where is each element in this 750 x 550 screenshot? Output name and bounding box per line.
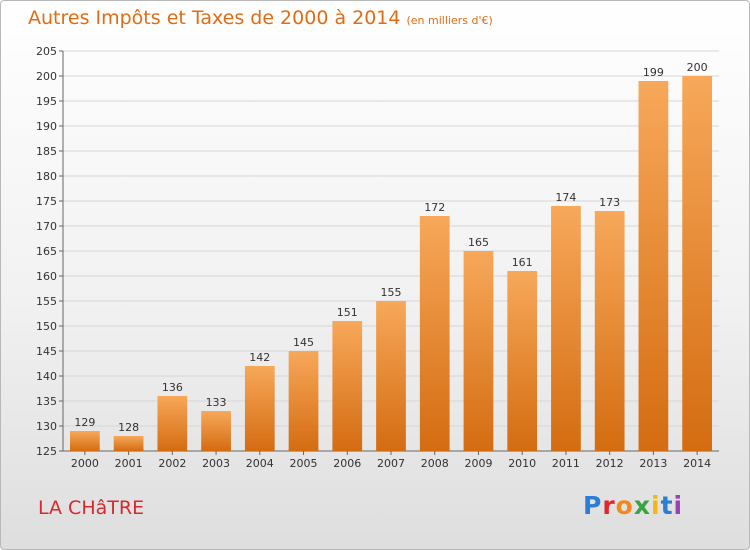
- x-tick-label: 2008: [421, 457, 449, 470]
- bar-2000: [69, 431, 100, 451]
- place-name: LA CHâTRE: [38, 497, 145, 519]
- bar-2002: [157, 396, 188, 451]
- bar-2004: [244, 366, 275, 451]
- x-tick-label: 2005: [290, 457, 318, 470]
- bar-2008: [419, 216, 450, 451]
- bar-value-label: 200: [687, 61, 708, 74]
- bar-2013: [638, 81, 669, 451]
- x-tick-label: 2001: [115, 457, 143, 470]
- x-tick-label: 2011: [552, 457, 580, 470]
- bar-value-label: 155: [381, 286, 402, 299]
- bar-2003: [201, 411, 231, 451]
- x-tick-label: 2006: [333, 457, 361, 470]
- x-tick-label: 2003: [202, 457, 230, 470]
- y-tick-label: 175: [36, 195, 57, 208]
- bar-value-label: 129: [74, 416, 95, 429]
- logo-letter: x: [633, 491, 651, 520]
- x-tick-label: 2007: [377, 457, 405, 470]
- y-tick-label: 125: [36, 445, 57, 458]
- bar-value-label: 199: [643, 66, 664, 79]
- bar-2005: [288, 351, 319, 451]
- y-tick-label: 165: [36, 245, 57, 258]
- bar-value-label: 173: [599, 196, 620, 209]
- bar-2010: [507, 271, 538, 451]
- bar-2009: [463, 251, 494, 451]
- y-tick-label: 170: [36, 220, 57, 233]
- logo-letter: t: [660, 491, 674, 520]
- x-tick-label: 2002: [158, 457, 186, 470]
- x-tick-label: 2013: [639, 457, 667, 470]
- x-tick-label: 2010: [508, 457, 536, 470]
- bar-2001: [113, 436, 144, 451]
- chart-unit: (en milliers d'€): [406, 14, 493, 27]
- y-tick-label: 205: [36, 45, 57, 58]
- y-tick-label: 155: [36, 295, 57, 308]
- y-tick-label: 185: [36, 145, 57, 158]
- bar-value-label: 133: [206, 396, 227, 409]
- bar-value-label: 128: [118, 421, 139, 434]
- bar-2006: [332, 321, 363, 451]
- bar-2011: [551, 206, 581, 451]
- y-tick-label: 145: [36, 345, 57, 358]
- y-tick-label: 200: [36, 70, 57, 83]
- y-tick-label: 140: [36, 370, 57, 383]
- y-tick-label: 180: [36, 170, 57, 183]
- x-tick-label: 2009: [464, 457, 492, 470]
- bar-value-label: 142: [249, 351, 270, 364]
- bar-value-label: 151: [337, 306, 358, 319]
- x-tick-label: 2004: [246, 457, 274, 470]
- bar-value-label: 172: [424, 201, 445, 214]
- bar-value-label: 174: [555, 191, 576, 204]
- y-tick-label: 135: [36, 395, 57, 408]
- chart-title-text: Autres Impôts et Taxes de 2000 à 2014: [28, 7, 401, 29]
- bar-value-label: 145: [293, 336, 314, 349]
- bar-2012: [594, 211, 625, 451]
- bar-value-label: 165: [468, 236, 489, 249]
- y-tick-label: 190: [36, 120, 57, 133]
- x-tick-label: 2012: [596, 457, 624, 470]
- chart-title: Autres Impôts et Taxes de 2000 à 2014 (en…: [28, 7, 493, 29]
- logo-letter: i: [651, 491, 661, 520]
- x-tick-label: 2014: [683, 457, 711, 470]
- proxiti-logo: Proxiti: [583, 491, 683, 520]
- bar-value-label: 161: [512, 256, 533, 269]
- logo-letter: P: [583, 491, 603, 520]
- bar-2014: [682, 76, 713, 451]
- y-tick-label: 160: [36, 270, 57, 283]
- bar-value-label: 136: [162, 381, 183, 394]
- bar-2007: [376, 301, 406, 451]
- y-tick-label: 130: [36, 420, 57, 433]
- logo-letter: i: [673, 491, 684, 520]
- y-tick-label: 150: [36, 320, 57, 333]
- logo-letter: r: [602, 491, 616, 520]
- logo-letter: o: [615, 491, 634, 520]
- x-tick-label: 2000: [71, 457, 99, 470]
- y-tick-label: 195: [36, 95, 57, 108]
